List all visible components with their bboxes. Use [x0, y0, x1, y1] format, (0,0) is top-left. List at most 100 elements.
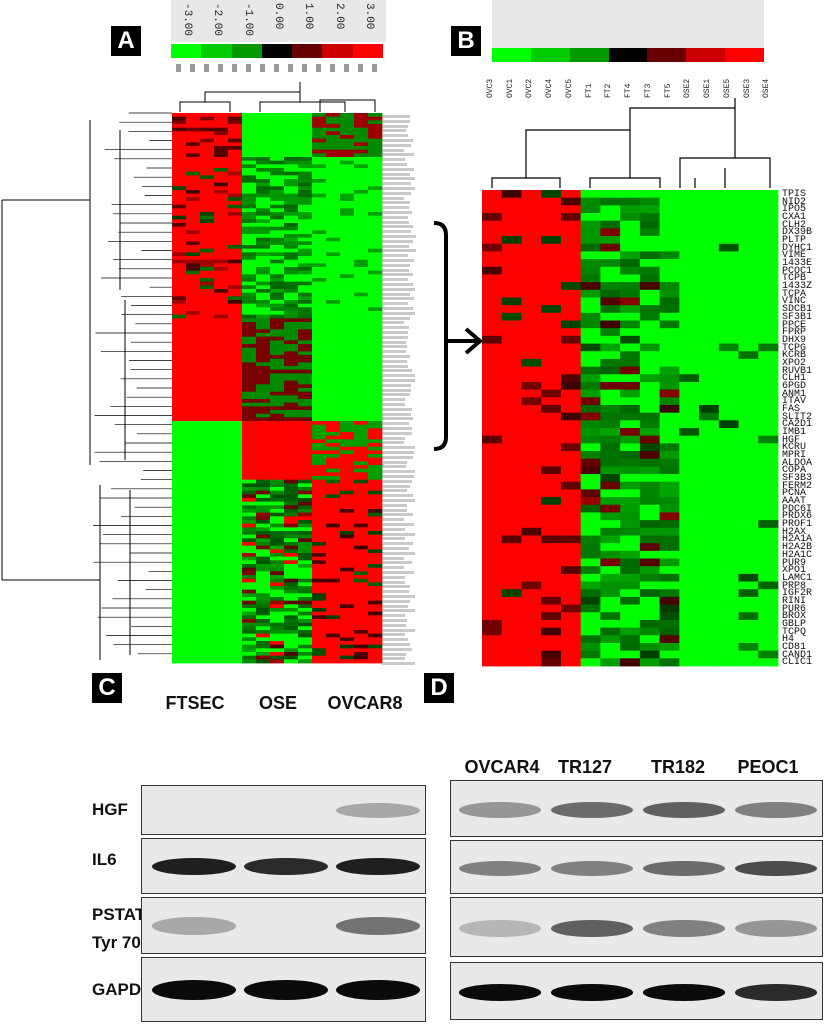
heatmap-a-cell [200, 505, 215, 510]
heatmap-a-cell [326, 241, 341, 246]
gene-label: PDC6I [782, 503, 813, 515]
heatmap-a-cell [298, 153, 313, 158]
heatmap-b-cell [541, 412, 562, 421]
heatmap-b-cell [639, 619, 660, 629]
heatmap-b-cell [738, 312, 759, 321]
heatmap-a-cell [368, 373, 383, 378]
scale-value: 3.00 [362, 3, 375, 30]
heatmap-a-cell [228, 142, 243, 147]
heatmap-a-cell [200, 428, 215, 433]
heatmap-a-cell [340, 446, 355, 451]
heatmap-a-cell [186, 333, 201, 338]
heatmap-a-cell [172, 333, 187, 338]
heatmap-a-cell [284, 589, 299, 594]
heatmap-a-cell [200, 593, 215, 598]
heatmap-a-cell [242, 406, 257, 411]
blot-band [336, 857, 420, 876]
heatmap-a-cell [354, 487, 369, 492]
heatmap-a-cell [200, 457, 215, 462]
heatmap-a-cell [326, 300, 341, 305]
heatmap-b-cell [738, 489, 759, 498]
heatmap-a-cell [326, 270, 341, 275]
heatmap-a-cell [284, 388, 299, 393]
heatmap-b-cell [679, 566, 700, 575]
heatmap-a-cell [200, 538, 215, 543]
heatmap-a-cell [186, 201, 201, 206]
heatmap-b-cell [699, 428, 720, 437]
heatmap-a-cell [172, 366, 187, 371]
heatmap-a-cell [214, 182, 229, 187]
heatmap-b-cell [639, 205, 660, 214]
heatmap-a-cell [312, 303, 327, 308]
heatmap-b-cell [699, 266, 720, 275]
heatmap-b-cell [659, 558, 680, 567]
heatmap-a-cell [214, 245, 229, 250]
heatmap-a-cell [312, 659, 327, 664]
heatmap-b-cell [699, 481, 720, 490]
gene-label: GBLP [782, 618, 807, 630]
heatmap-b-cell [560, 642, 582, 652]
heatmap-a-cell [242, 329, 257, 334]
heatmap-a-cell [214, 520, 229, 525]
blot-band [459, 860, 541, 877]
heatmap-a-cell [214, 428, 229, 433]
gene-label-mark [382, 340, 406, 344]
heatmap-a-cell [354, 157, 369, 162]
heatmap-a-cell [242, 127, 257, 132]
heatmap-b-cell [580, 312, 601, 321]
heatmap-b-cell [501, 435, 522, 444]
heatmap-b-cell [600, 474, 621, 483]
heatmap-a-cell [340, 369, 355, 374]
heatmap-a-cell [256, 468, 271, 473]
heatmap-a-cell [326, 560, 341, 565]
gene-label: 1433E [782, 258, 813, 270]
heatmap-b-cell [758, 642, 779, 652]
gene-label-mark [382, 254, 408, 258]
heatmap-a-cell [354, 307, 369, 312]
heatmap-b-cell [699, 489, 720, 498]
heatmap-b-cell [521, 543, 542, 552]
heatmap-a-cell [326, 637, 341, 642]
heatmap-a-cell [326, 267, 341, 272]
heatmap-a-cell [242, 457, 257, 462]
heatmap-a-cell [312, 270, 327, 275]
gene-label: XPO1 [782, 565, 807, 577]
heatmap-b-cell [679, 220, 700, 229]
heatmap-b-cell [501, 343, 522, 352]
heatmap-a-cell [214, 641, 229, 646]
gene-label: VINC [782, 296, 807, 308]
heatmap-a-cell [368, 208, 383, 213]
heatmap-a-cell [340, 582, 355, 587]
heatmap-a-cell [172, 157, 187, 162]
heatmap-a-cell [354, 226, 369, 231]
heatmap-b-cell [580, 197, 601, 206]
heatmap-b-cell [541, 589, 562, 598]
heatmap-a-cell [200, 402, 215, 407]
heatmap-a-cell [326, 366, 341, 371]
heatmap-a-cell [256, 611, 271, 616]
heatmap-b-cell [679, 581, 700, 590]
heatmap-b-cell [580, 289, 601, 298]
heatmap-a-cell [284, 487, 299, 492]
heatmap-a-cell [256, 149, 271, 154]
heatmap-a-cell [298, 560, 313, 565]
heatmap-a-cell [200, 259, 215, 264]
heatmap-a-cell [298, 245, 313, 250]
heatmap-b-cell [501, 297, 522, 306]
heatmap-a-cell [354, 329, 369, 334]
heatmap-a-cell [186, 135, 201, 140]
heatmap-a-cell [340, 259, 355, 264]
heatmap-a-cell [242, 160, 257, 165]
heatmap-a-cell [312, 611, 327, 616]
heatmap-a-cell [354, 619, 369, 624]
heatmap-a-cell [368, 278, 383, 283]
scale-swatch [292, 44, 323, 58]
heatmap-b-cell [600, 404, 621, 414]
heatmap-a-cell [228, 597, 243, 602]
heatmap-a-cell [270, 644, 285, 649]
heatmap-a-cell [354, 325, 369, 330]
panel-a-scale-box [171, 0, 386, 42]
heatmap-a-cell [354, 549, 369, 554]
heatmap-b-cell [600, 604, 621, 613]
heatmap-a-cell [270, 483, 285, 488]
